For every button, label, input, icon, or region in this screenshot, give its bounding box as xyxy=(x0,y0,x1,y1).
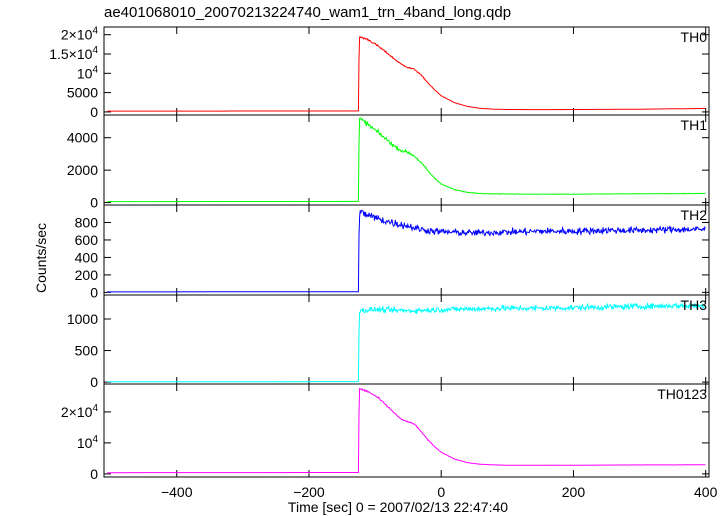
panel-th1: 0 2000 4000 TH1 xyxy=(67,114,710,211)
y-tick-label: 5000 xyxy=(67,85,98,101)
series-line-th0 xyxy=(107,36,706,112)
y-tick-label: 0 xyxy=(90,104,98,120)
y-tick-label: 1000 xyxy=(67,311,98,327)
y-tick-label: 104 xyxy=(77,434,99,451)
panel-th3: 0 500 1000 TH3 xyxy=(67,294,710,390)
y-tick-label: 2000 xyxy=(67,162,98,178)
panel-frame xyxy=(103,114,710,206)
y-tick-label: 2×104 xyxy=(61,26,99,43)
y-tick-label: 600 xyxy=(75,232,99,248)
series-line-th1 xyxy=(107,117,706,203)
y-tick-label: 200 xyxy=(75,267,99,283)
x-axis-label: Time [sec] 0 = 2007/02/13 22:47:40 xyxy=(288,499,508,515)
panel-label-th2: TH2 xyxy=(681,207,708,223)
y-tick-label: 0 xyxy=(90,374,98,390)
panel-label-th3: TH3 xyxy=(681,297,708,313)
y-tick-label: 0 xyxy=(90,195,98,211)
y-tick-label: 500 xyxy=(75,343,99,359)
series-line-th0123 xyxy=(107,388,706,474)
y-tick-label: 800 xyxy=(75,214,99,230)
panel-label-th0123: TH0123 xyxy=(657,386,707,402)
y-tick-label: 4000 xyxy=(67,130,98,146)
y-tick-label: 0 xyxy=(90,284,98,300)
x-tick-label: −400 xyxy=(161,484,193,500)
series-line-th2 xyxy=(107,209,706,293)
panel-frame xyxy=(103,204,710,296)
panel-frame xyxy=(103,383,710,478)
y-tick-label: 2×104 xyxy=(61,403,99,420)
series-line-th3 xyxy=(107,301,706,383)
panel-frame xyxy=(103,26,710,116)
panel-th0: 0 5000 104 1.5×104 2×104 TH0 xyxy=(49,26,710,120)
x-tick-label: −200 xyxy=(293,484,325,500)
y-tick-label: 1.5×104 xyxy=(49,45,98,62)
y-tick-label: 400 xyxy=(75,249,99,265)
x-tick-label: 400 xyxy=(694,484,718,500)
x-tick-label: 0 xyxy=(437,484,445,500)
panel-label-th0: TH0 xyxy=(681,29,708,45)
chart-title: ae401068010_20070213224740_wam1_trn_4ban… xyxy=(104,4,511,21)
panel-label-th1: TH1 xyxy=(681,117,708,133)
panel-th0123: 0 104 2×104 TH0123 xyxy=(61,383,710,482)
y-tick-label: 104 xyxy=(77,64,99,81)
y-tick-label: 0 xyxy=(90,466,98,482)
x-tick-label: 200 xyxy=(562,484,586,500)
y-axis-label: Counts/sec xyxy=(33,223,49,293)
panel-frame xyxy=(103,294,710,385)
